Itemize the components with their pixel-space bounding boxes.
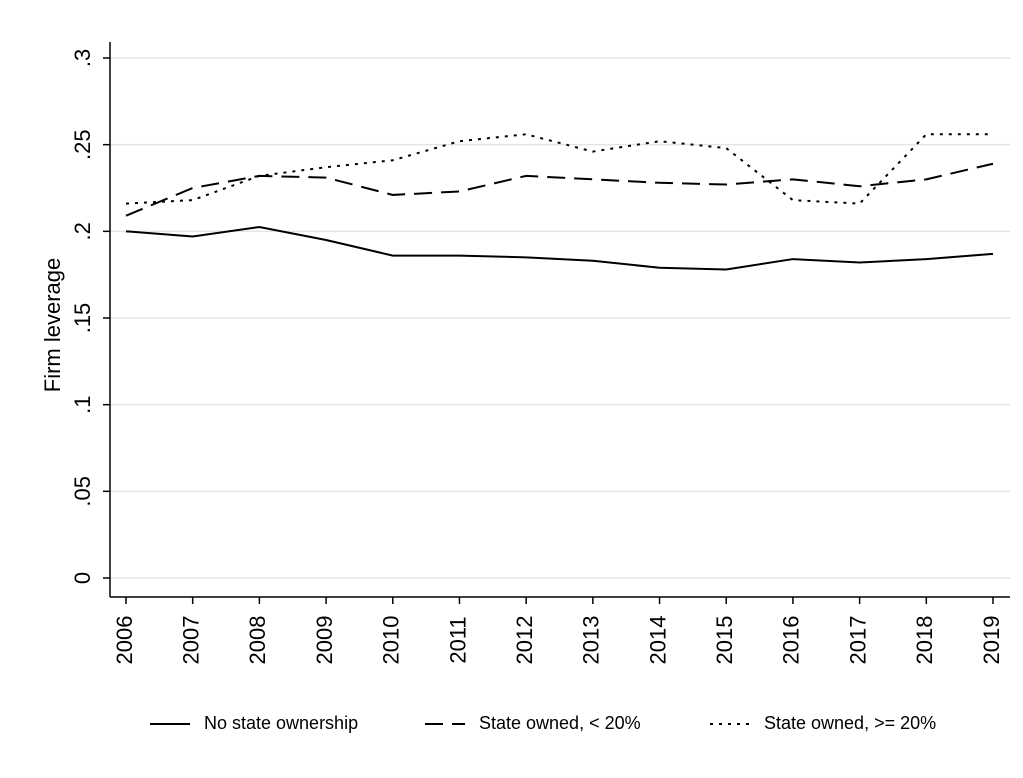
series-line	[125, 162, 994, 217]
y-tick-label: .1	[70, 395, 95, 413]
series-line	[125, 225, 994, 271]
y-tick-label: .05	[70, 476, 95, 507]
x-tick-label: 2014	[645, 616, 670, 665]
y-tick-label: .25	[70, 129, 95, 160]
x-tick-label: 2019	[979, 616, 1004, 665]
x-tick-label: 2012	[512, 616, 537, 665]
y-tick-label: .15	[70, 303, 95, 334]
x-tick-label: 2013	[579, 616, 604, 665]
y-axis-label: Firm leverage	[40, 258, 65, 392]
series-line	[125, 133, 993, 205]
x-tick-label: 2011	[445, 616, 470, 663]
x-tick-label: 2010	[379, 616, 404, 665]
y-tick-label: .2	[70, 222, 95, 240]
x-tick-label: 2015	[712, 616, 737, 665]
x-tick-label: 2009	[312, 616, 337, 665]
legend-label: State owned, >= 20%	[764, 713, 936, 733]
x-tick-label: 2018	[912, 616, 937, 665]
y-tick-label: 0	[70, 572, 95, 584]
x-tick-label: 2007	[179, 616, 204, 665]
x-tick-label: 2017	[845, 616, 870, 665]
legend-label: State owned, < 20%	[479, 713, 641, 733]
legend-label: No state ownership	[204, 713, 358, 733]
x-tick-label: 2006	[112, 616, 137, 665]
x-tick-label: 2016	[779, 616, 804, 665]
x-tick-label: 2008	[245, 616, 270, 665]
y-tick-label: .3	[70, 49, 95, 67]
